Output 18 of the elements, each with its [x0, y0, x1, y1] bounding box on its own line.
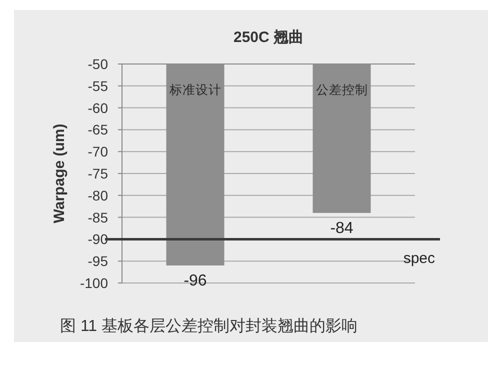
y-axis-title: Warpage (um) [51, 124, 68, 224]
y-tick-label: -50 [88, 56, 108, 72]
data-label: -84 [330, 220, 354, 237]
y-tick-label: -70 [88, 144, 108, 160]
y-tick-label: -85 [88, 209, 108, 226]
y-tick-label: -75 [88, 166, 108, 182]
y-tick-label: -55 [88, 78, 108, 94]
y-tick-label: -60 [88, 100, 108, 116]
x-tick-label: 公差控制 [316, 82, 368, 97]
y-tick-label: -80 [88, 187, 108, 204]
x-tick-label: 标准设计 [168, 82, 222, 97]
ref-line-label: spec [403, 250, 436, 268]
y-tick-label: -100 [80, 275, 108, 291]
y-tick-label: -95 [88, 253, 108, 270]
data-label: -96 [184, 272, 207, 290]
y-tick-label: -65 [88, 122, 108, 138]
caption: 图 11 基板各层公差控制对封装翘曲的影响 [60, 317, 358, 335]
chart-title: 250C 翘曲 [233, 29, 304, 46]
